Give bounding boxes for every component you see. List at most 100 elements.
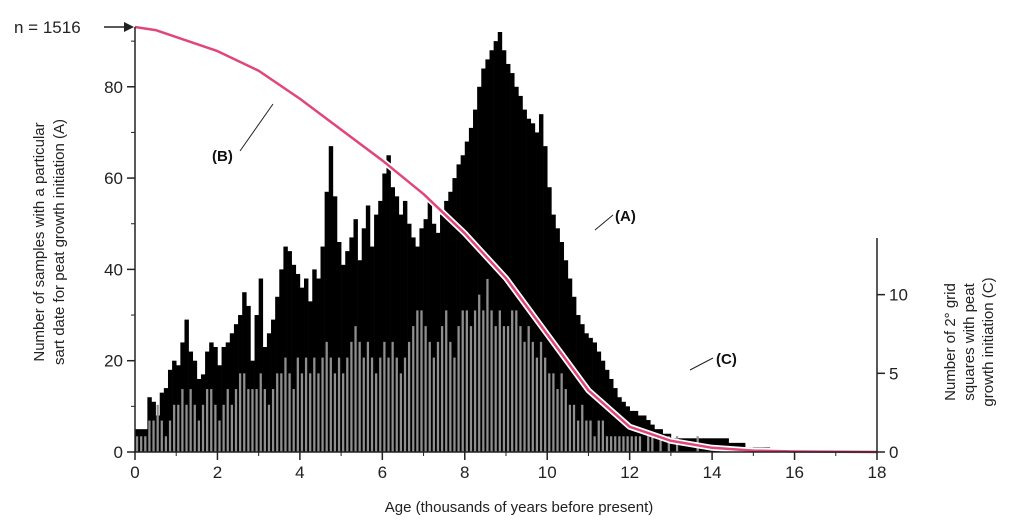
bar-c (304, 357, 308, 452)
bar-c (416, 310, 419, 452)
bar-a (258, 278, 264, 452)
bar-c (144, 436, 147, 452)
bar-a (167, 369, 173, 452)
bar-c (375, 373, 378, 452)
bar-c (337, 357, 341, 452)
y-right-tick-label: 5 (889, 364, 898, 383)
bar-a (427, 200, 433, 452)
bar-c (391, 341, 394, 452)
y-left-tick-label: 20 (104, 352, 123, 371)
bar-c (593, 436, 596, 452)
bar-c (548, 373, 551, 452)
bar-c (622, 436, 625, 452)
bar-c (354, 326, 357, 452)
bar-c (659, 436, 662, 452)
bar-a (407, 223, 412, 452)
bar-c (539, 341, 543, 452)
bar-c (407, 341, 411, 452)
x-tick-label: 10 (538, 463, 557, 482)
bar-a (213, 347, 218, 452)
bar-c (506, 326, 510, 452)
bar-a (328, 146, 334, 452)
bar-a (246, 305, 251, 452)
bar-c (572, 404, 576, 452)
bar-a (299, 287, 305, 452)
bar-c (197, 420, 201, 452)
bar-c (379, 357, 382, 452)
y-axis-left-title-line: sart date for peat growth initiation (A) (51, 119, 68, 365)
bar-c (445, 310, 448, 452)
y-left-tick-label: 80 (104, 78, 123, 97)
bar-a (390, 187, 395, 452)
y-left-tick-label: 40 (104, 260, 123, 279)
bar-a (382, 173, 387, 453)
bar-a (534, 132, 540, 452)
bar-c (412, 326, 415, 452)
bar-c (366, 341, 370, 452)
bar-c (457, 326, 460, 452)
x-tick-label: 14 (703, 463, 722, 482)
x-tick-label: 4 (295, 463, 304, 482)
bar-a (324, 191, 330, 453)
bar-a (283, 246, 288, 452)
bar-a (510, 73, 515, 452)
bar-a (336, 242, 342, 452)
bar-c (193, 404, 196, 452)
bar-a (670, 438, 676, 452)
bar-a (287, 251, 292, 452)
bar-c (531, 341, 534, 452)
bar-c (502, 326, 506, 452)
bar-a (621, 401, 626, 452)
bar-a (580, 324, 585, 452)
bar-a (617, 397, 622, 452)
bar-c (206, 389, 209, 452)
bar-c (556, 389, 559, 452)
bar-c (638, 436, 642, 452)
bar-c (280, 373, 283, 452)
bar-a (369, 246, 375, 452)
x-tick-label: 12 (620, 463, 639, 482)
y-axis-left-title: Number of samples with a particular sart … (31, 119, 68, 365)
bar-a (530, 123, 536, 452)
annotations: (B) (A) (C) (212, 103, 737, 371)
bar-a (514, 86, 519, 453)
y-right-tick-label: 0 (889, 443, 898, 462)
bar-c (259, 373, 262, 452)
bar-c (160, 420, 163, 452)
bar-c (263, 389, 266, 452)
annotation-leader (594, 214, 614, 231)
bar-c (346, 357, 349, 452)
bar-a (448, 191, 453, 453)
bar-a (625, 406, 630, 452)
bar-a (271, 319, 276, 452)
y-axis-right-title: Number of 2° grid squares with peat growth… (942, 277, 997, 406)
x-tick-label: 18 (868, 463, 887, 482)
bar-c (238, 373, 242, 452)
bar-c (325, 341, 328, 452)
bar-c (296, 357, 299, 452)
bar-c (292, 389, 295, 452)
bar-a (497, 32, 503, 452)
bar-c (482, 310, 485, 452)
bar-c (449, 341, 452, 452)
bar-a (163, 388, 169, 452)
bar-a (468, 127, 474, 452)
annotation-leader (689, 357, 714, 371)
bar-c (370, 357, 374, 452)
bar-c (560, 373, 563, 452)
bar-c (156, 404, 159, 452)
bar-a (374, 214, 379, 452)
annotation-label: (C) (716, 351, 737, 368)
bar-c (527, 326, 530, 452)
bar-c (432, 357, 435, 452)
bar-a (720, 438, 725, 452)
bar-c (383, 341, 386, 452)
bar-c (577, 420, 580, 452)
bar-c (626, 436, 629, 452)
bar-a (460, 155, 466, 452)
bar-c (226, 389, 229, 452)
bar-a (196, 378, 202, 452)
bar-c (428, 341, 431, 452)
bar-c (544, 357, 547, 452)
bar-c (478, 294, 481, 452)
